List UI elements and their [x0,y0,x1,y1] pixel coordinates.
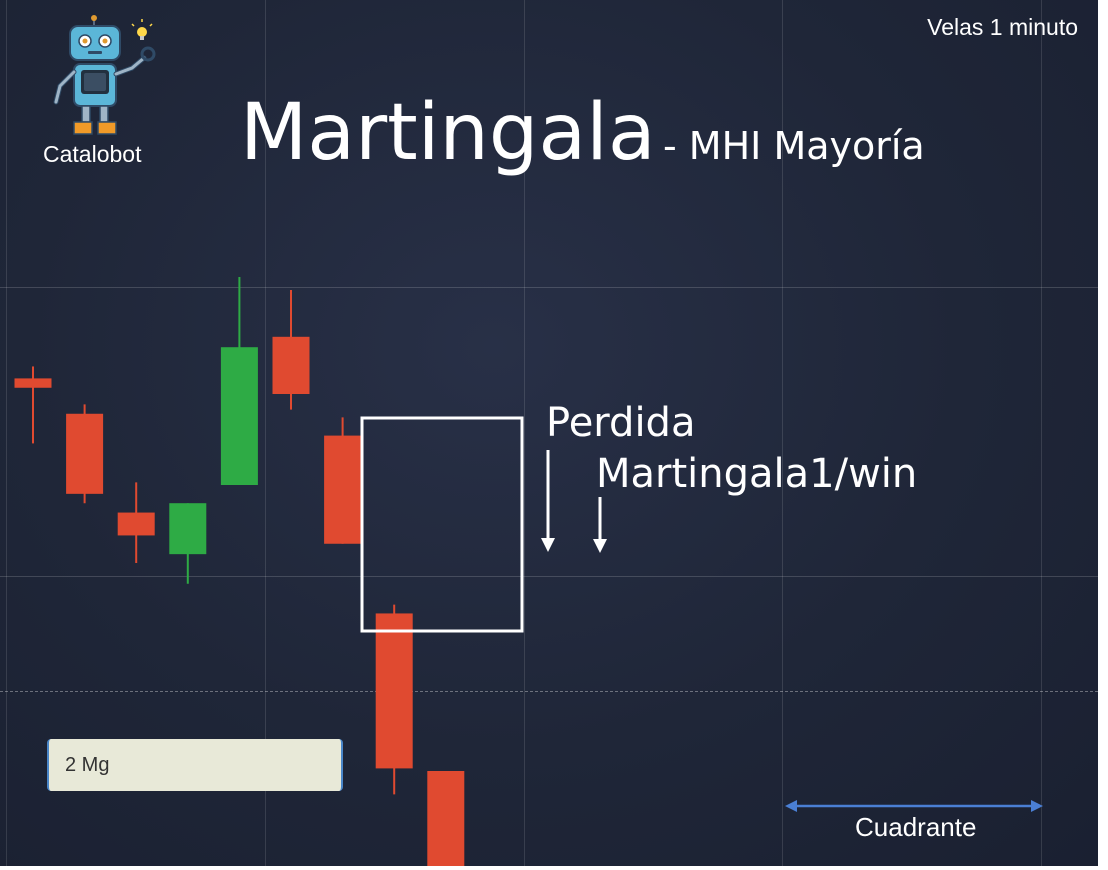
candle-6 [272,290,310,410]
candle-body [427,771,465,866]
robot-mascot-icon [48,14,168,144]
candle-2 [66,404,104,504]
candle-body [324,435,362,544]
candles-group [14,277,465,866]
candle-7 [324,417,362,544]
candle-body [169,503,207,555]
candle-4 [169,503,207,584]
candle-3 [117,482,155,563]
candle-body [14,378,52,388]
candle-body [272,336,310,394]
candle-1 [14,366,52,444]
grid-line-vertical [265,0,266,866]
highlight-box [360,416,524,633]
martingale-arrow [593,497,607,553]
candle-body [375,613,413,769]
loss-annotation: Perdida [546,400,696,446]
timeframe-label: Velas 1 minuto [927,14,1078,40]
brand-name: Catalobot [43,141,142,167]
candle-body [117,512,155,536]
grid-line-vertical [524,0,525,866]
page-subtitle: - MHI Mayoría [663,124,925,168]
martingale-annotation: Martingala1/win [596,451,918,497]
grid-line-vertical [1041,0,1042,866]
candle-5 [220,277,258,485]
grid-line-vertical [782,0,783,866]
quadrant-label: Cuadrante [855,812,977,842]
grid-line-vertical [6,0,7,866]
candle-9 [427,771,465,866]
grid-line-horizontal [0,576,1098,577]
candle-8 [375,604,413,795]
quadrant-range-arrow [785,800,1043,812]
candle-body [220,347,258,485]
price-reference-line [0,691,1098,692]
martingale-count-input[interactable]: 2 Mg [47,739,343,791]
candle-body [66,413,104,494]
page-title: Martingala [240,88,656,178]
grid-line-horizontal [0,287,1098,288]
loss-arrow [541,450,555,552]
